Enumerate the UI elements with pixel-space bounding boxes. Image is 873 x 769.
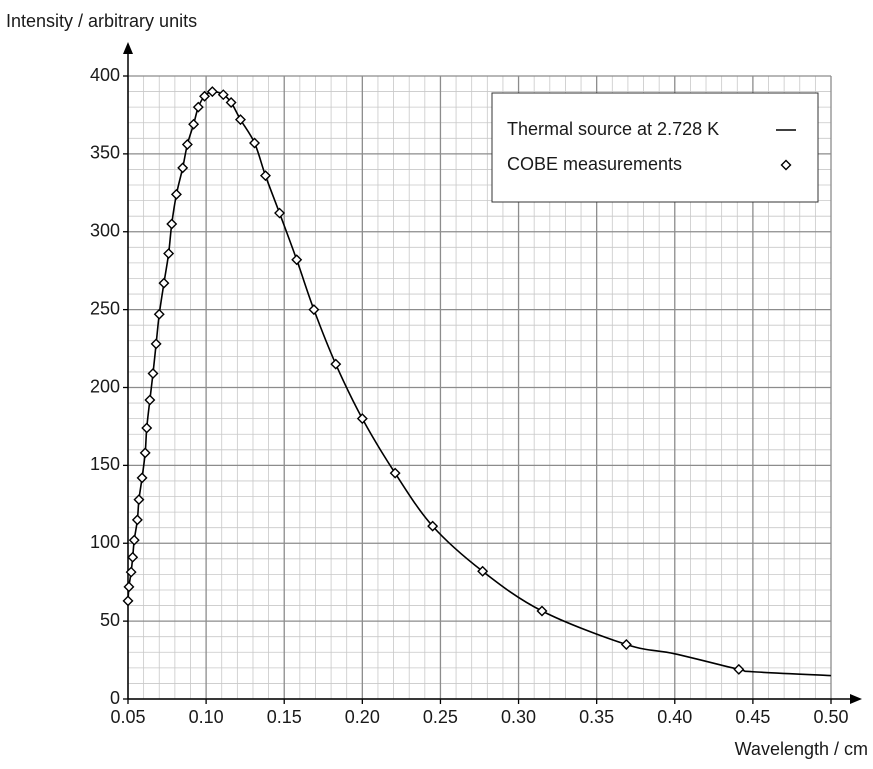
x-tick-label: 0.40 [657,707,692,727]
marker [147,367,159,379]
marker [188,118,200,130]
marker [259,170,271,182]
marker [199,90,211,102]
y-axis-label: Intensity / arbitrary units [6,11,197,31]
x-axis-arrow [850,694,862,704]
marker [308,304,320,316]
x-tick-label: 0.10 [189,707,224,727]
y-tick-label: 100 [90,532,120,552]
marker [133,494,145,506]
marker [389,467,401,479]
x-axis-label: Wavelength / cm [735,739,868,759]
marker [225,96,237,108]
marker [477,565,489,577]
x-tick-label: 0.30 [501,707,536,727]
marker [192,101,204,113]
y-tick-label: 300 [90,221,120,241]
x-tick-label: 0.20 [345,707,380,727]
marker [181,139,193,151]
y-tick-label: 350 [90,143,120,163]
marker [163,248,175,260]
marker [234,114,246,126]
marker [536,605,548,617]
marker [158,277,170,289]
legend-label: COBE measurements [507,154,682,174]
y-tick-label: 200 [90,376,120,396]
y-tick-label: 150 [90,454,120,474]
marker [141,422,153,434]
marker [733,663,745,675]
x-tick-label: 0.45 [735,707,770,727]
x-tick-label: 0.05 [110,707,145,727]
x-tick-label: 0.15 [267,707,302,727]
marker [177,162,189,174]
marker [206,86,218,98]
marker [249,137,261,149]
x-tick-label: 0.50 [813,707,848,727]
marker [356,413,368,425]
y-tick-label: 250 [90,298,120,318]
legend-label: Thermal source at 2.728 K [507,119,719,139]
y-tick-label: 0 [110,688,120,708]
marker [166,218,178,230]
marker [131,514,143,526]
marker [427,520,439,532]
marker [125,566,137,578]
marker [274,207,286,219]
marker [128,534,140,546]
marker [139,447,151,459]
marker [620,638,632,650]
y-axis-arrow [123,42,133,54]
y-tick-label: 50 [100,610,120,630]
marker [217,89,229,101]
marker [170,188,182,200]
marker [291,254,303,266]
marker [330,358,342,370]
marker [122,595,134,607]
marker [150,338,162,350]
marker [144,394,156,406]
x-tick-label: 0.25 [423,707,458,727]
marker [136,472,148,484]
marker [153,308,165,320]
x-tick-label: 0.35 [579,707,614,727]
legend-box [491,92,819,203]
y-tick-label: 400 [90,65,120,85]
marker [127,551,139,563]
legend-marker [780,159,792,171]
marker [123,581,135,593]
